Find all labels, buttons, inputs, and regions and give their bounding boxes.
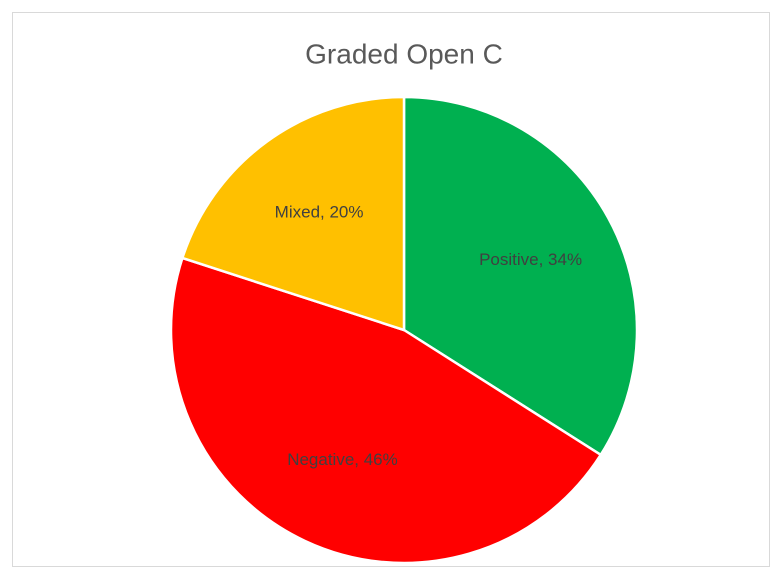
data-label: Mixed, 20%	[275, 203, 364, 222]
data-label: Positive, 34%	[479, 250, 582, 269]
pie-slice	[169, 256, 603, 565]
chart-title: Graded Open C	[305, 38, 503, 69]
pie-slice	[402, 95, 639, 457]
data-label: Negative, 46%	[287, 450, 398, 469]
pie-slice	[180, 95, 406, 332]
